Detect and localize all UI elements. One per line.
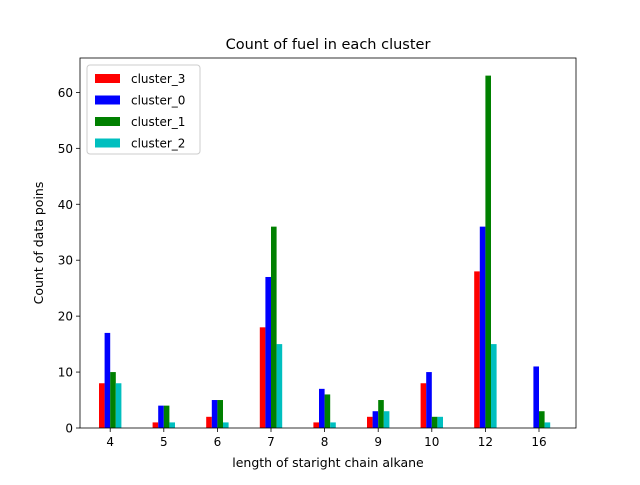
y-tick-label: 0 [65, 422, 73, 436]
bar-cluster_2-6 [223, 422, 229, 428]
bar-cluster_2-7 [276, 344, 283, 428]
bar-cluster_2-16 [544, 422, 551, 428]
bar-cluster_1-16 [539, 411, 545, 428]
bar-cluster_1-9 [378, 400, 384, 428]
legend-label-cluster_1: cluster_1 [131, 115, 185, 129]
legend-label-cluster_0: cluster_0 [131, 94, 185, 108]
bar-cluster_3-5 [152, 422, 159, 428]
x-tick-label: 10 [424, 435, 439, 449]
bar-cluster_3-4 [99, 383, 105, 428]
y-tick-label: 50 [58, 142, 73, 156]
bar-cluster_3-8 [313, 422, 319, 428]
bar-cluster_0-7 [265, 276, 271, 428]
bar-cluster_0-6 [211, 400, 218, 428]
x-tick-label: 5 [160, 435, 168, 449]
bar-cluster_2-4 [115, 383, 122, 428]
bar-cluster_3-7 [259, 327, 266, 428]
bar-cluster_0-16 [533, 366, 539, 428]
legend-swatch-cluster_3 [95, 74, 120, 83]
bar-cluster_2-8 [330, 422, 336, 428]
bar-cluster_0-4 [104, 332, 111, 428]
bar-cluster_1-6 [217, 400, 223, 428]
bar-cluster_2-5 [169, 422, 175, 428]
y-tick-label: 60 [58, 86, 73, 100]
bar-cluster_0-9 [372, 411, 379, 428]
legend-swatch-cluster_1 [95, 117, 120, 126]
bar-cluster_0-12 [479, 226, 486, 428]
bars-layer [99, 75, 551, 429]
bar-cluster_0-10 [426, 372, 432, 428]
y-tick-label: 40 [58, 198, 73, 212]
bar-cluster_1-12 [485, 75, 491, 429]
legend-label-cluster_2: cluster_2 [131, 137, 185, 151]
bar-cluster_3-10 [420, 383, 427, 428]
x-tick-label: 8 [321, 435, 329, 449]
x-tick-label: 7 [267, 435, 275, 449]
y-tick-label: 10 [58, 366, 73, 380]
bar-cluster_2-9 [383, 411, 390, 428]
bar-cluster_1-10 [431, 416, 438, 428]
bar-cluster_2-10 [437, 416, 443, 428]
legend-swatch-cluster_0 [95, 95, 120, 105]
legend-swatch-cluster_2 [95, 138, 120, 148]
ticks-layer: 4 5 6 7 8 9 10 12 16 0 10 20 30 40 50 60 [58, 86, 547, 449]
x-axis-label: length of staright chain alkane [232, 455, 424, 470]
y-axis-label: Count of data poins [31, 182, 46, 305]
y-tick-label: 20 [58, 310, 73, 324]
bar-cluster_0-8 [319, 388, 325, 428]
bar-cluster_1-7 [271, 226, 277, 428]
bar-cluster_3-6 [206, 416, 212, 428]
bar-cluster_3-9 [367, 416, 373, 428]
bar-cluster_1-5 [163, 405, 170, 428]
x-tick-label: 12 [478, 435, 493, 449]
bar-cluster_3-12 [474, 271, 480, 428]
bar-cluster_1-4 [110, 372, 116, 428]
y-tick-label: 30 [58, 254, 73, 268]
legend-label-cluster_3: cluster_3 [131, 72, 185, 86]
bar-cluster_1-8 [324, 394, 331, 428]
x-tick-label: 6 [214, 435, 222, 449]
legend: cluster_3 cluster_0 cluster_1 cluster_2 [86, 64, 201, 155]
chart-title: Count of fuel in each cluster [226, 37, 431, 53]
plot-area-frame [79, 57, 577, 429]
bar-cluster_2-12 [491, 344, 497, 428]
x-tick-label: 9 [374, 435, 382, 449]
x-tick-label: 16 [531, 435, 546, 449]
x-tick-label: 4 [106, 435, 114, 449]
bar-cluster_0-5 [158, 405, 164, 428]
legend-box [86, 64, 201, 155]
